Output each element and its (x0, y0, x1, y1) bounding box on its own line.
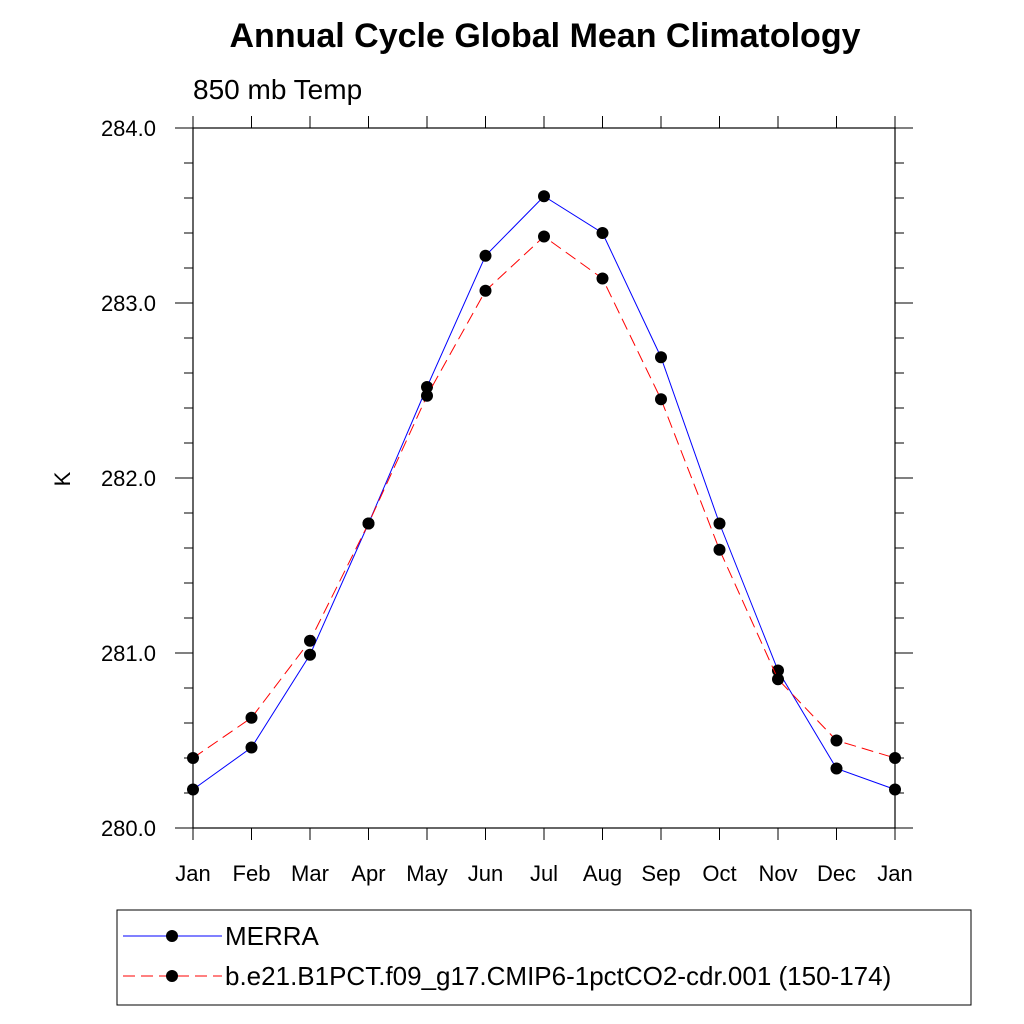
chart-title: Annual Cycle Global Mean Climatology (230, 17, 861, 55)
x-tick-label: Aug (583, 861, 622, 886)
series-1-point (538, 190, 550, 203)
x-tick-label: Apr (351, 861, 385, 886)
series-1-point (596, 227, 609, 239)
series-line-1 (192, 195, 896, 790)
legend: MERRA b.e21.B1PCT.f09_g17.CMIP6-1pctCO2-c… (123, 921, 891, 991)
chart-subtitle: 850 mb Temp (193, 74, 362, 105)
series-1-point (304, 648, 316, 661)
series-2-point (538, 230, 550, 243)
series-2-point (187, 752, 199, 764)
x-tick-label: Jul (530, 861, 558, 886)
series-2-point (889, 752, 901, 764)
x-tick-label: Jun (468, 861, 503, 886)
series-2-point (830, 734, 843, 747)
x-tick-label: Jan (877, 861, 912, 886)
x-tick-label: Mar (291, 861, 329, 886)
x-tick-label: Dec (817, 861, 856, 886)
series-2-point (655, 393, 667, 406)
legend-marker-2 (166, 970, 178, 982)
series-1-point (421, 381, 433, 393)
ticks-layer: Jan Feb Mar Apr May Jun Jul Aug Sep Oct Nov Dec Jan 2… (101, 116, 913, 886)
y-tick-label: 281.0 (101, 641, 156, 666)
legend-label-1: MERRA (225, 921, 320, 951)
series-layer (187, 190, 901, 796)
y-tick-label: 280.0 (101, 816, 156, 841)
series-2-point (772, 673, 784, 686)
x-tick-label: Feb (233, 861, 271, 886)
series-2-point (362, 517, 375, 530)
x-tick-label: Nov (758, 861, 797, 886)
series-2-point (596, 272, 609, 285)
series-2-point (421, 389, 433, 402)
series-2-point (479, 284, 492, 297)
legend-label-2: b.e21.B1PCT.f09_g17.CMIP6-1pctCO2-cdr.00… (225, 961, 891, 991)
x-tick-label: Sep (641, 861, 680, 886)
y-tick-label: 284.0 (101, 116, 156, 141)
series-2-point (713, 543, 726, 556)
y-tick-label: 282.0 (101, 466, 156, 491)
legend-marker-1 (166, 930, 178, 942)
x-tick-label: Oct (702, 861, 736, 886)
series-1-point (479, 249, 492, 262)
y-axis-label: K (50, 471, 75, 486)
x-tick-label: Jan (175, 861, 210, 886)
series-1-point (830, 762, 843, 775)
series-1-point (889, 783, 901, 796)
x-tick-label: May (406, 861, 448, 886)
y-tick-label: 283.0 (101, 291, 156, 316)
series-1-point (187, 783, 199, 796)
series-1-point (713, 517, 726, 530)
series-2-point (245, 711, 258, 724)
series-1-point (245, 741, 258, 754)
legend-box (116, 909, 972, 1006)
series-2-point (304, 634, 316, 647)
series-1-point (655, 351, 667, 364)
series-line-2 (192, 235, 896, 759)
